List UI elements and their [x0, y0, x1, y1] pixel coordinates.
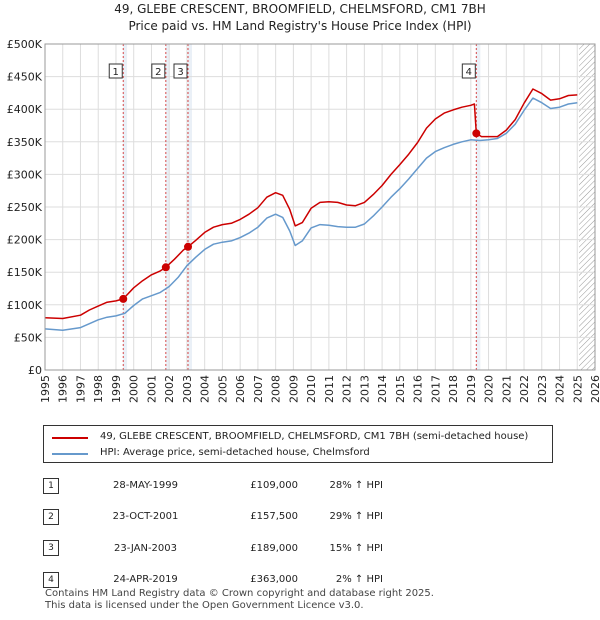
- x-tick-label: 2001: [145, 375, 158, 403]
- sale-number-cell: 2: [43, 501, 88, 532]
- sales-row: 4 24-APR-2019 £363,000 2% ↑ HPI: [43, 564, 383, 595]
- x-tick-label: 2006: [234, 375, 247, 403]
- x-tick-label: 1996: [57, 375, 70, 403]
- x-tick-label: 2000: [128, 375, 141, 403]
- x-tick-label: 2019: [465, 375, 478, 403]
- price-chart: £0 £50K £100K £150K £200K £250K £300K £350K £400…: [7, 38, 600, 403]
- x-tick-label: 2012: [341, 375, 354, 403]
- sale-date: 28-MAY-1999: [112, 480, 178, 492]
- sale-number-badge: 4: [43, 571, 59, 588]
- y-tick-label: £350K: [7, 136, 43, 149]
- sale-date: 24-APR-2019: [113, 574, 178, 586]
- sale-marker: [119, 294, 128, 303]
- x-tick-label: 1997: [74, 375, 87, 403]
- sale-label-box: [173, 63, 188, 79]
- x-tick-label: 2021: [500, 375, 513, 403]
- x-tick-label: 2024: [554, 375, 567, 403]
- sale-number-badge: 2: [43, 508, 59, 525]
- x-tick-label: 2008: [270, 375, 283, 403]
- sale-price: £157,500: [250, 511, 298, 523]
- x-tick-label: 2022: [518, 375, 531, 403]
- sales-table: 1 28-MAY-1999 £109,000 28% ↑ HPI 2 23-OCT-200…: [43, 470, 383, 595]
- x-tick-label: 2018: [447, 375, 460, 403]
- legend-label-property: 49, GLEBE CRESCENT, BROOMFIELD, CHELMSFO…: [100, 431, 529, 442]
- x-tick-label: 2016: [412, 375, 425, 403]
- x-tick-label: 2014: [376, 375, 389, 403]
- sale-hpi-change: 29% ↑ HPI: [329, 511, 383, 523]
- sale-number-cell: 4: [43, 564, 88, 595]
- x-tick-label: 2017: [429, 375, 442, 403]
- sale-label-box: [461, 63, 476, 79]
- chart-title: 49, GLEBE CRESCENT, BROOMFIELD, CHELMSFO…: [114, 2, 486, 16]
- legend-label-hpi: HPI: Average price, semi-detached house,…: [100, 447, 370, 458]
- sale-date: 23-OCT-2001: [112, 511, 179, 523]
- y-tick-label: £400K: [7, 103, 43, 116]
- sales-row: 2 23-OCT-2001 £157,500 29% ↑ HPI: [43, 501, 383, 532]
- x-tick-label: 2010: [305, 375, 318, 403]
- sale-price: £363,000: [250, 574, 298, 586]
- footer-licence: This data is licensed under the Open Gov…: [45, 600, 364, 611]
- property-series-line: [44, 88, 578, 320]
- sale-label-number: 3: [177, 67, 183, 78]
- x-tick-label: 1995: [39, 375, 52, 403]
- sale-hpi-change: 15% ↑ HPI: [329, 542, 383, 554]
- footer-copyright: Contains HM Land Registry data © Crown c…: [45, 588, 434, 599]
- x-tick-label: 2023: [536, 375, 549, 403]
- sale-marker: [161, 263, 170, 272]
- sale-hpi-change: 28% ↑ HPI: [329, 480, 383, 492]
- x-tick-label: 2025: [571, 375, 584, 403]
- x-tick-label: 2003: [181, 375, 194, 403]
- sale-number-badge: 1: [43, 477, 59, 494]
- sale-label-number: 4: [466, 67, 472, 78]
- x-tick-label: 1998: [92, 375, 105, 403]
- x-tick-label: 1999: [110, 375, 123, 403]
- y-tick-label: £200K: [7, 234, 43, 247]
- x-tick-label: 2013: [358, 375, 371, 403]
- y-tick-label: £50K: [14, 331, 43, 344]
- legend-swatch-hpi: [52, 453, 88, 455]
- y-tick-label: £500K: [7, 38, 43, 51]
- x-tick-label: 2015: [394, 375, 407, 403]
- sale-label-box: [108, 63, 123, 79]
- sale-number-badge: 3: [43, 540, 59, 557]
- y-tick-label: £250K: [7, 201, 43, 214]
- x-tick-label: 2026: [589, 375, 600, 403]
- plot-frame: [44, 43, 596, 371]
- sale-price: £189,000: [250, 542, 298, 554]
- chart-subtitle: Price paid vs. HM Land Registry's House …: [128, 19, 472, 33]
- x-tick-label: 2002: [163, 375, 176, 403]
- sale-hpi-change: 2% ↑ HPI: [335, 574, 383, 586]
- x-tick-label: 2004: [199, 375, 212, 403]
- x-tick-label: 2009: [287, 375, 300, 403]
- legend: 49, GLEBE CRESCENT, BROOMFIELD, CHELMSFO…: [43, 425, 553, 463]
- sale-marker: [184, 242, 192, 251]
- x-tick-label: 2007: [252, 375, 265, 403]
- x-tick-label: 2011: [323, 375, 336, 403]
- hpi-series-line: [44, 97, 578, 331]
- sale-marker: [472, 129, 481, 138]
- y-tick-label: £300K: [7, 168, 43, 181]
- sale-date: 23-JAN-2003: [113, 542, 178, 554]
- sales-row: 3 23-JAN-2003 £189,000 15% ↑ HPI: [43, 533, 383, 564]
- y-tick-label: £100K: [7, 299, 43, 312]
- y-tick-label: £450K: [7, 71, 43, 84]
- sale-label-number: 1: [113, 67, 119, 78]
- sale-number-cell: 1: [43, 470, 88, 501]
- legend-swatch-property: [52, 437, 88, 439]
- y-tick-label: £0: [28, 364, 42, 377]
- sale-label-number: 2: [155, 67, 161, 78]
- sales-row: 1 28-MAY-1999 £109,000 28% ↑ HPI: [43, 470, 383, 501]
- sale-number-cell: 3: [43, 533, 88, 564]
- x-tick-label: 2005: [216, 375, 229, 403]
- x-tick-label: 2020: [483, 375, 496, 403]
- y-tick-label: £150K: [7, 266, 43, 279]
- sale-label-box: [151, 63, 166, 79]
- sale-price: £109,000: [250, 480, 298, 492]
